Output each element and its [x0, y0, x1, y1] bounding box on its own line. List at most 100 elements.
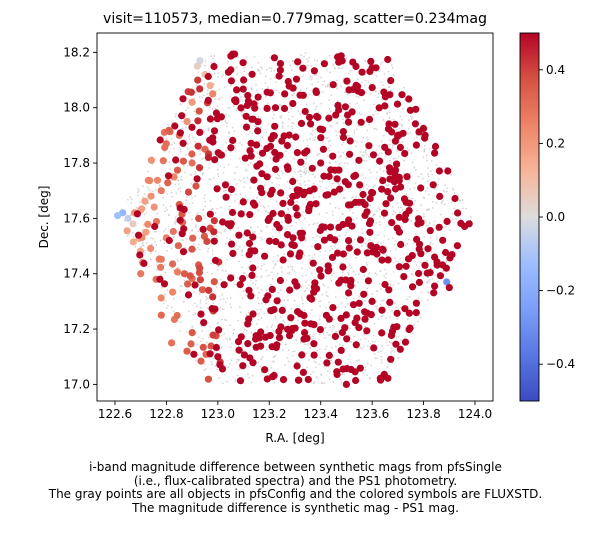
fluxstd-point: [273, 297, 281, 305]
background-point: [186, 164, 189, 167]
background-point: [313, 222, 316, 225]
fluxstd-point: [301, 107, 309, 116]
background-point: [453, 192, 456, 195]
fluxstd-point: [244, 91, 252, 100]
background-point: [411, 161, 414, 164]
background-point: [355, 95, 358, 98]
background-point: [371, 113, 374, 116]
fluxstd-point: [251, 201, 259, 209]
fluxstd-point: [289, 99, 297, 108]
background-point: [303, 55, 305, 58]
background-point: [255, 89, 258, 92]
background-point: [265, 75, 267, 78]
fluxstd-point: [157, 294, 165, 302]
background-point: [185, 199, 188, 202]
background-point: [215, 286, 218, 288]
background-point: [388, 111, 391, 114]
fluxstd-point: [378, 329, 386, 337]
background-point: [284, 150, 287, 153]
fluxstd-point: [363, 327, 371, 335]
fluxstd-point: [173, 166, 182, 174]
background-point: [233, 200, 236, 202]
background-point: [170, 137, 173, 140]
background-point: [342, 122, 345, 125]
background-point: [442, 189, 445, 192]
background-point: [260, 302, 263, 305]
background-point: [246, 177, 249, 179]
background-point: [264, 95, 267, 98]
background-point: [435, 202, 438, 204]
background-point: [367, 240, 370, 242]
background-point: [348, 264, 351, 266]
background-point: [188, 138, 191, 141]
background-point: [389, 159, 391, 162]
background-point: [283, 321, 286, 323]
fluxstd-point: [339, 263, 347, 271]
fluxstd-point: [232, 96, 240, 104]
fluxstd-point: [268, 285, 276, 293]
background-point: [308, 359, 310, 361]
background-point: [376, 210, 378, 213]
background-point: [410, 152, 413, 155]
background-point: [425, 154, 428, 157]
background-point: [326, 370, 329, 372]
background-point: [313, 360, 316, 363]
background-point: [229, 84, 232, 87]
background-point: [253, 56, 256, 58]
background-point: [359, 189, 362, 192]
background-point: [340, 302, 343, 304]
background-point: [228, 114, 231, 117]
fluxstd-point: [349, 85, 357, 93]
background-point: [446, 187, 449, 190]
fluxstd-point: [206, 115, 214, 123]
fluxstd-point: [323, 359, 331, 367]
background-point: [304, 163, 307, 166]
background-point: [338, 207, 340, 210]
fluxstd-point: [200, 319, 208, 327]
background-point: [256, 226, 259, 229]
background-point: [273, 69, 275, 72]
background-point: [224, 301, 227, 304]
background-point: [274, 354, 277, 357]
fluxstd-point: [322, 191, 330, 199]
background-point: [301, 267, 303, 270]
background-point: [227, 60, 230, 63]
fluxstd-point: [317, 159, 325, 167]
background-point: [425, 224, 428, 227]
background-point: [361, 245, 363, 248]
background-point: [287, 194, 290, 197]
fluxstd-point: [384, 256, 392, 264]
background-point: [206, 271, 209, 274]
background-point: [426, 281, 429, 284]
background-point: [390, 342, 393, 345]
background-point: [349, 327, 351, 330]
background-point: [336, 100, 339, 102]
background-point: [132, 231, 135, 234]
background-point: [401, 269, 404, 272]
background-point: [352, 212, 354, 215]
background-point: [270, 67, 273, 70]
background-point: [440, 213, 442, 216]
background-point: [312, 382, 315, 385]
fluxstd-point: [267, 135, 275, 143]
background-point: [196, 84, 198, 87]
background-point: [312, 337, 315, 340]
background-point: [382, 134, 385, 137]
background-point: [260, 288, 263, 291]
background-point: [247, 311, 250, 314]
background-point: [223, 333, 226, 335]
background-point: [419, 135, 422, 137]
background-point: [229, 95, 232, 98]
fluxstd-point: [443, 217, 451, 225]
background-point: [266, 275, 269, 278]
background-point: [293, 299, 296, 302]
background-point: [302, 165, 305, 168]
background-point: [214, 107, 217, 110]
background-point: [328, 107, 331, 110]
background-point: [286, 272, 289, 274]
fluxstd-point: [129, 238, 137, 246]
fluxstd-point: [294, 58, 302, 66]
background-point: [305, 170, 308, 172]
fluxstd-point: [431, 149, 439, 157]
fluxstd-point: [271, 122, 279, 130]
